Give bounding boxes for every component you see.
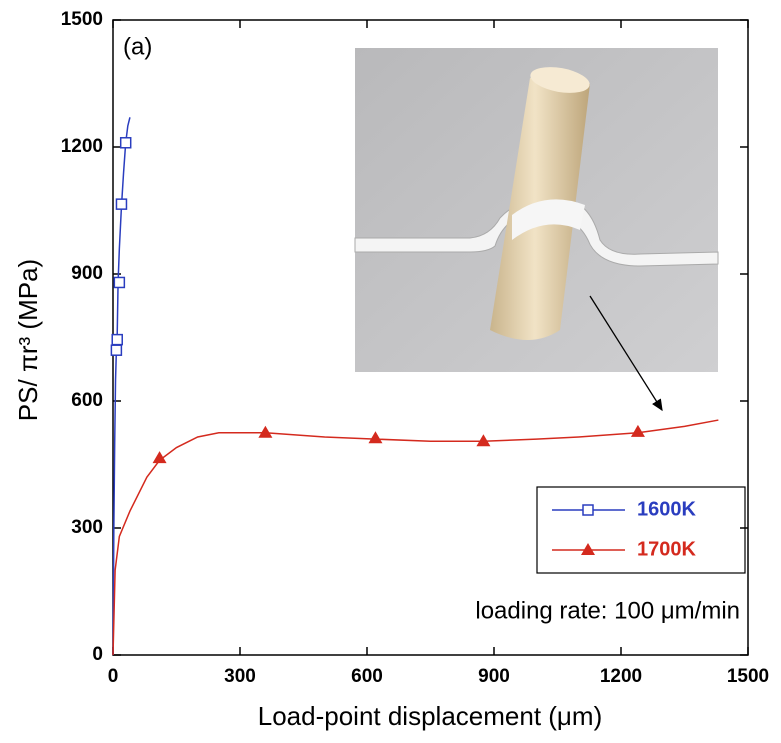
- legend: [536, 486, 746, 574]
- y-axis-label: PS/ πr³ (MPa): [13, 259, 43, 421]
- y-tick-label: 300: [71, 517, 103, 538]
- marker: [630, 424, 645, 437]
- marker: [110, 344, 123, 356]
- y-tick-label: 1200: [61, 136, 103, 157]
- legend-label: 1600K: [637, 498, 696, 520]
- y-tick-label: 1500: [61, 9, 103, 30]
- arrow: [589, 295, 663, 412]
- marker: [152, 451, 167, 464]
- marker: [258, 425, 273, 438]
- x-tick-label: 1200: [600, 666, 642, 687]
- legend-marker: [581, 543, 595, 555]
- y-tick-label: 600: [71, 390, 103, 411]
- marker: [111, 333, 123, 346]
- y-tick-label: 900: [71, 263, 103, 284]
- marker: [113, 276, 126, 289]
- x-tick-label: 900: [478, 666, 510, 687]
- marker: [368, 431, 383, 444]
- inset-photo: [354, 48, 719, 372]
- marker: [476, 434, 491, 447]
- x-tick-label: 600: [351, 666, 383, 687]
- marker: [119, 137, 132, 149]
- x-tick-label: 0: [108, 666, 119, 687]
- x-tick-label: 1500: [727, 666, 769, 687]
- note: loading rate: 100 μm/min: [475, 597, 740, 624]
- x-tick-label: 300: [224, 666, 256, 687]
- y-tick-label: 0: [92, 644, 103, 665]
- x-axis-label: Load-point displacement (μm): [258, 701, 602, 731]
- marker: [115, 198, 128, 210]
- legend-marker: [582, 504, 594, 516]
- panel-label: (a): [123, 33, 152, 60]
- legend-label: 1700K: [637, 538, 696, 560]
